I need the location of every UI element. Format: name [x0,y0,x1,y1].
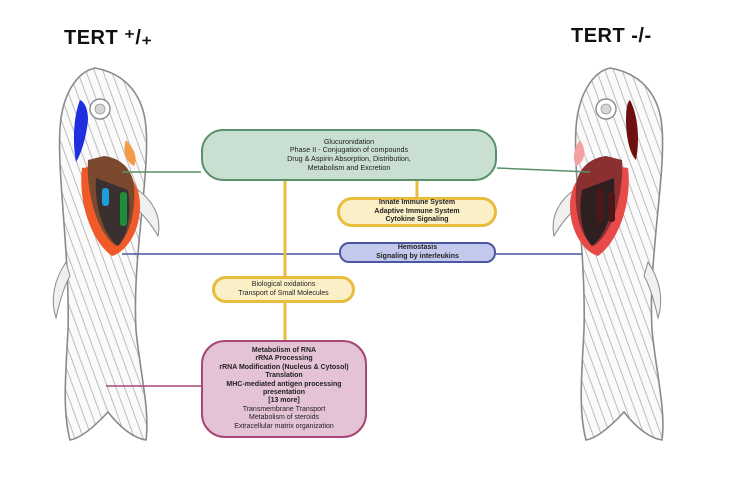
green-line-3: Drug & Aspirin Absorption, Distribution, [287,154,411,163]
box-immune-system: Innate Immune System Adaptive Immune Sys… [337,197,497,227]
fish-left-body [58,67,148,441]
green-connector-right [496,167,591,173]
immune-line-2: Adaptive Immune System [374,207,460,215]
metabolism-bold-line-6: presentation [262,389,305,396]
fish-right-pink-organ [573,140,585,166]
title-left-genotype: TERT ⁺/₊ [64,27,153,49]
immune-line-3: Cytokine Signaling [385,216,449,224]
fish-left-pelvic-fin [52,260,71,320]
green-line-1: Glucuronidation [323,136,375,146]
metabolism-line-3: Extracellular matrix organization [234,422,334,430]
immune-line-1: Innate Immune System [378,199,456,207]
fish-right-dark-organ-b [608,192,615,222]
fish-right-pelvic-fin [643,260,662,320]
metabolism-bold-line-4: Translation [265,372,303,380]
fish-left-cyan-organ [102,188,109,206]
metabolism-bold-line-1: Metabolism of RNA [251,347,317,355]
fish-right [552,67,664,441]
title-right-genotype: TERT -/- [571,25,652,47]
oxidation-line-2: Transport of Small Molecules [238,289,329,297]
fish-left-gill-blue [73,100,88,162]
fish-left-pupil [94,103,106,115]
box-metabolism-rna: Metabolism of RNA rRNA Processing rRNA M… [201,340,367,438]
metabolism-bold-line-7: [13 more] [268,397,300,405]
metabolism-line-1: Transmembrane Transport [242,405,326,413]
hemostasis-line-1: Hemostasis [397,244,438,252]
hemostasis-line-2: Signaling by interleukins [376,252,459,260]
oxidation-line-1: Biological oxidations [251,281,316,289]
fish-right-body [574,67,664,441]
metabolism-bold-line-2: rRNA Processing [255,355,313,363]
green-line-2: Phase II - Conjugation of compounds [289,145,409,155]
fish-right-dark-organ-a [596,188,603,222]
metabolism-line-2: Metabolism of steroids [248,414,320,422]
metabolism-bold-line-3: rRNA Modification (Nucleus & Cytosol) [219,363,349,371]
box-hemostasis: Hemostasis Signaling by interleukins [339,242,496,263]
box-biological-oxidations: Biological oxidations Transport of Small… [212,276,355,303]
green-line-4: Metabolism and Excretion [307,162,391,172]
metabolism-bold-line-5: MHC-mediated antigen processing [226,380,342,388]
box-glucuronidation: Glucuronidation Phase II - Conjugation o… [201,129,497,181]
fish-left-orange-organ [124,140,136,166]
fish-left-green-organ [120,192,127,226]
connectors [106,167,591,387]
fish-right-pupil [600,103,612,115]
fish-left [52,67,160,441]
fish-right-gill-darkred [626,100,638,160]
